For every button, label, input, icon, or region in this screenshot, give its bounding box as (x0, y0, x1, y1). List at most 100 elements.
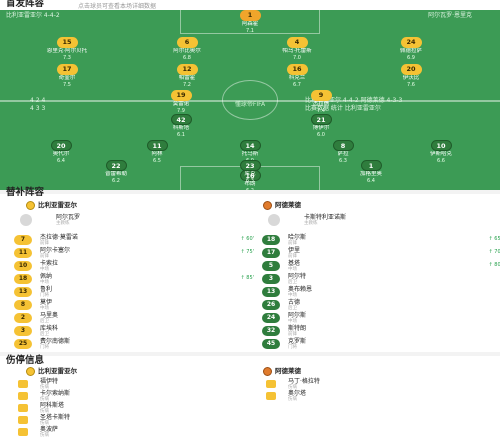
bench-player-position: 中场 (40, 280, 49, 285)
bench-player-row[interactable]: 13 奥布赖恩 中场 (262, 286, 500, 299)
home-player[interactable]: 15 恩里克·阿尔贝托 7.3 (36, 37, 98, 61)
bench-player-name: 基塔 (288, 260, 301, 267)
bench-player-row[interactable]: 2 马里奥 后卫 (14, 312, 254, 325)
player-name: 帕雷霍 (178, 75, 196, 81)
home-player[interactable]: 17 奇奎尔 7.5 (36, 64, 98, 88)
away-crest-icon (263, 366, 272, 376)
injury-row[interactable]: 福伊特 伤病 (14, 378, 254, 390)
jersey-number: 11 (146, 140, 168, 151)
bench-player-row[interactable]: 3 阿尔特 后卫 (262, 273, 500, 286)
bench-title: 替补阵容 (6, 187, 45, 198)
divider-2 (0, 352, 500, 356)
away-coach-row[interactable]: 卡斯特利亚诺斯 主教练 (268, 214, 500, 226)
bench-player-position: 门将 (288, 345, 297, 350)
injury-icon (18, 404, 28, 412)
home-coach-role: 主教练 (56, 221, 70, 226)
jersey-number: 15 (56, 37, 78, 48)
sub-in-icon: ↑ 85' (240, 275, 254, 281)
injury-icon (266, 380, 276, 388)
player-rating: 7.1 (246, 28, 254, 34)
bench-home-team[interactable]: 比利亚雷亚尔 (26, 200, 77, 210)
bench-player-row[interactable]: 18 佩纳 中场 ↑ 85' (14, 273, 254, 286)
jersey-number: 9 (310, 90, 332, 101)
home-team-header: 比利亚雷亚尔 4-4-2 (6, 12, 60, 19)
bench-player-name: 克罗斯 (288, 338, 307, 345)
formation-right: 比利亚雷亚尔 4-4-2 阿德莱德 4-3-3 (305, 97, 403, 104)
away-player[interactable]: 23 库克 6.3 (219, 160, 281, 184)
jersey-number: 1 (239, 10, 261, 21)
player-rating: 6.4 (57, 158, 65, 164)
bench-player-name: 古德 (288, 299, 301, 306)
bench-number: 18 (14, 274, 32, 284)
bench-number: 11 (14, 248, 32, 258)
home-player[interactable]: 1 阿森霍 7.1 (219, 10, 281, 34)
bench-away-team[interactable]: 阿德莱德 (263, 200, 301, 210)
away-player[interactable]: 20 奥代尔 6.4 (30, 140, 92, 164)
home-player[interactable]: 6 阿尔比奥尔 6.8 (156, 37, 218, 61)
sub-in-icon: ↑ 75' (240, 249, 254, 255)
injury-row[interactable]: 奥尔塔 伤病 (262, 390, 500, 402)
bench-player-position: 后卫 (40, 319, 49, 324)
home-player[interactable]: 20 伊沃比 7.6 (380, 64, 442, 88)
injury-row[interactable]: 奥波萨 伤病 (14, 426, 254, 438)
away-player[interactable]: 8 萨拉 6.3 (312, 140, 374, 164)
injury-row[interactable]: 卡尔索纳斯 伤病 (14, 390, 254, 402)
away-player[interactable]: 22 普雷希勒 6.2 (85, 160, 147, 184)
home-player[interactable]: 9 杰拉德 7.4 (290, 90, 352, 114)
injury-away-team[interactable]: 阿德莱德 (263, 366, 301, 376)
bench-player-row[interactable]: 45 克罗斯 门将 (262, 338, 500, 351)
injury-row[interactable]: 阿科斯塔 伤病 (14, 402, 254, 414)
home-player[interactable]: 19 莫雷诺 7.9 (150, 90, 212, 114)
bench-player-position: 后卫 (40, 332, 49, 337)
player-rating: 6.8 (183, 55, 191, 61)
away-player[interactable]: 11 阿林 6.5 (126, 140, 188, 164)
away-player[interactable]: 10 伊斯哈克 6.6 (410, 140, 472, 164)
bench-player-position: 中场 (288, 267, 297, 272)
coach-avatar (268, 214, 280, 226)
bench-number: 3 (262, 274, 280, 284)
bench-player-row[interactable]: 26 古德 后卫 (262, 299, 500, 312)
bench-player-name: 卡索拉 (40, 260, 59, 267)
bench-number: 18 (262, 235, 280, 245)
bench-player-row[interactable]: 11 阿尔卡塞尔 前锋 ↑ 75' (14, 247, 254, 260)
home-player[interactable]: 12 帕雷霍 7.2 (156, 64, 218, 88)
jersey-number: 10 (430, 140, 452, 151)
injured-player-name: 阿科斯塔 (40, 402, 65, 409)
bench-player-name: 库埃科 (40, 325, 59, 332)
bench-player-row[interactable]: 7 杰拉德·莫雷诺 前锋 ↑ 60' (14, 234, 254, 247)
home-coach-row[interactable]: 阿尔瓦罗 主教练 (20, 214, 260, 226)
home-player[interactable]: 16 科克兰 6.7 (266, 64, 328, 88)
bench-player-position: 中场 (288, 319, 297, 324)
bench-player-row[interactable]: 8 莫伊 中场 (14, 299, 254, 312)
jersey-number: 22 (105, 160, 127, 171)
bench-player-row[interactable]: 25 费尔南德斯 门将 (14, 338, 254, 351)
player-rating: 7.0 (293, 55, 301, 61)
home-player[interactable]: 24 佩德拉萨 6.9 (380, 37, 442, 61)
injury-row[interactable]: 圣塔卡斯特 伤病 (14, 414, 254, 426)
player-name: 托马斯 (241, 151, 259, 157)
bench-player-row[interactable]: 32 斯特朗 前锋 (262, 325, 500, 338)
jersey-number: 1 (360, 160, 382, 171)
bench-player-row[interactable]: 13 鲁利 门将 (14, 286, 254, 299)
bench-player-row[interactable]: 10 卡索拉 中场 (14, 260, 254, 273)
jersey-number: 14 (239, 140, 261, 151)
bench-player-name: 费尔南德斯 (40, 338, 71, 345)
injury-row[interactable]: 马丁·格拉特 伤病 (262, 378, 500, 390)
player-rating: 6.4 (367, 178, 375, 184)
injury-reason: 伤病 (288, 385, 297, 390)
home-player[interactable]: 4 帕乌·托雷斯 7.0 (266, 37, 328, 61)
player-name: 杰拉德 (312, 101, 330, 107)
injured-player-name: 圣塔卡斯特 (40, 414, 71, 421)
injury-home-team[interactable]: 比利亚雷亚尔 (26, 366, 77, 376)
jersey-number: 23 (239, 160, 261, 171)
bench-player-row[interactable]: 3 库埃科 后卫 (14, 325, 254, 338)
away-player[interactable]: 42 科斯塔 6.1 (150, 114, 212, 138)
away-player[interactable]: 21 博伊尔 6.0 (290, 114, 352, 138)
away-player[interactable]: 1 加格里奥 6.4 (340, 160, 402, 184)
bench-player-row[interactable]: 24 阿尔斯 中场 (262, 312, 500, 325)
bench-number: 45 (262, 339, 280, 349)
bench-player-position: 中场 (288, 293, 297, 298)
